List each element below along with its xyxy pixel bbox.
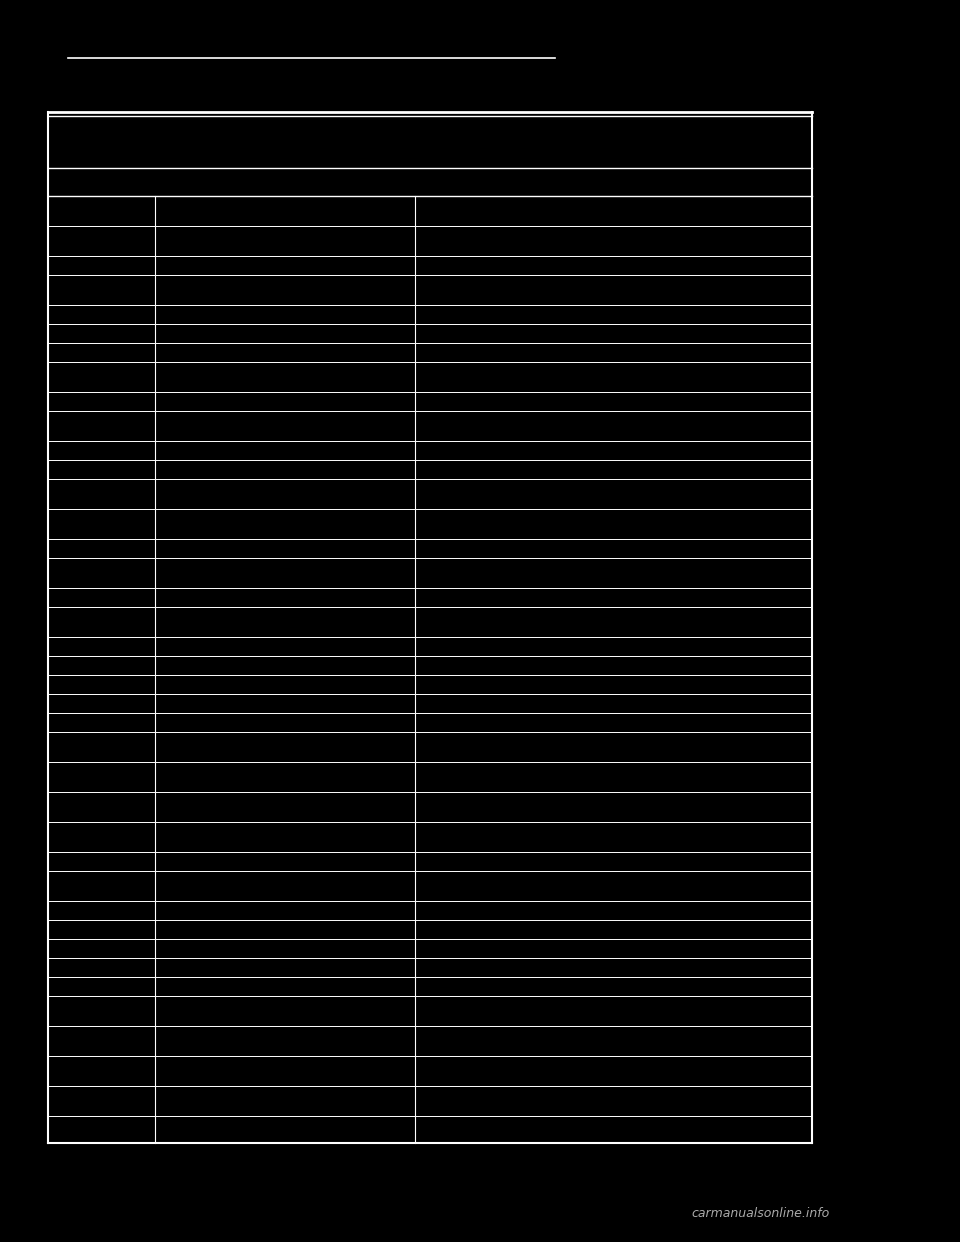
Text: carmanualsonline.info: carmanualsonline.info <box>692 1207 830 1220</box>
